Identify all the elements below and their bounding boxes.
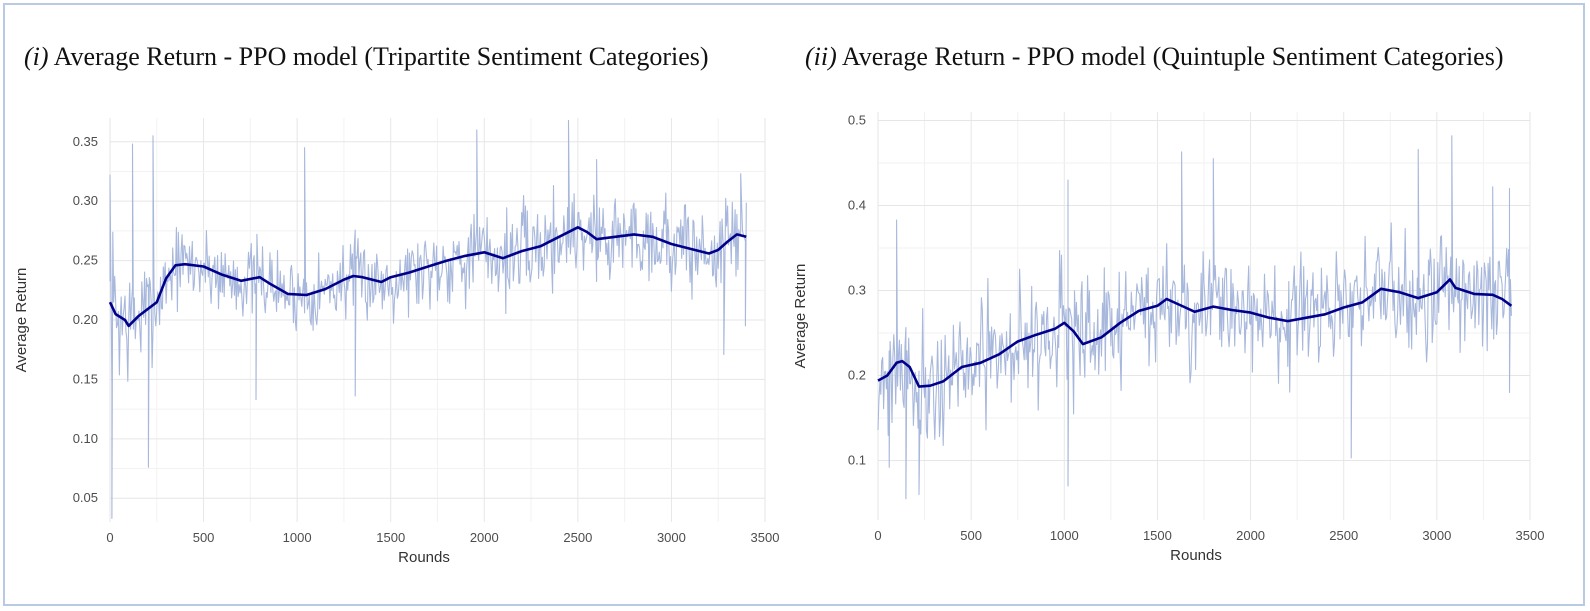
right-x-tick-label: 1000 — [1050, 528, 1079, 543]
right-series-moving-average — [877, 278, 1513, 388]
right-y-tick-label: 0.2 — [848, 368, 866, 383]
left-x-tick-label: 2000 — [470, 530, 499, 545]
left-y-tick-label: 0.10 — [73, 431, 98, 446]
left-x-tick-label: 1000 — [283, 530, 312, 545]
left-y-tick-label: 0.05 — [73, 490, 98, 505]
left-x-tick-label: 1500 — [376, 530, 405, 545]
right-x-tick-label: 2500 — [1329, 528, 1358, 543]
left-y-tick-label: 0.20 — [73, 312, 98, 327]
right-y-tick-label: 0.1 — [848, 453, 866, 468]
left-x-tick-label: 2500 — [563, 530, 592, 545]
right-x-tick-label: 3500 — [1516, 528, 1545, 543]
chart-title-right-text: Average Return - PPO model (Quintuple Se… — [841, 42, 1504, 71]
chart-title-left: (i) Average Return - PPO model (Triparti… — [24, 42, 709, 72]
right-x-axis-label: Rounds — [1170, 547, 1222, 564]
right-y-tick-label: 0.4 — [848, 198, 866, 213]
left-x-tick-label: 0 — [106, 530, 113, 545]
right-x-tick-label: 500 — [960, 528, 982, 543]
left-y-tick-label: 0.30 — [73, 193, 98, 208]
left-x-axis-label: Rounds — [398, 549, 450, 566]
left-x-tick-label: 500 — [193, 530, 215, 545]
left-y-axis-label: Average Return — [13, 268, 30, 373]
right-y-tick-label: 0.3 — [848, 283, 866, 298]
left-x-tick-label: 3500 — [751, 530, 780, 545]
right-x-tick-label: 0 — [874, 528, 881, 543]
right-x-tick-label: 3000 — [1422, 528, 1451, 543]
left-y-tick-label: 0.15 — [73, 371, 98, 386]
right-x-tick-label: 2000 — [1236, 528, 1265, 543]
left-x-tick-label: 3000 — [657, 530, 686, 545]
left-y-tick-label: 0.35 — [73, 134, 98, 149]
left-series-raw — [109, 119, 747, 519]
figure-frame — [3, 3, 1585, 606]
right-y-axis-label: Average Return — [792, 264, 809, 369]
right-series-raw — [877, 135, 1512, 500]
left-y-tick-label: 0.25 — [73, 253, 98, 268]
right-x-tick-label: 1500 — [1143, 528, 1172, 543]
chart-title-left-text: Average Return - PPO model (Tripartite S… — [53, 42, 709, 71]
right-y-tick-label: 0.5 — [848, 113, 866, 128]
chart-title-right-prefix: (ii) — [805, 42, 837, 71]
chart-title-right: (ii) Average Return - PPO model (Quintup… — [805, 42, 1504, 72]
left-series-moving-average — [108, 226, 747, 328]
chart-title-left-prefix: (i) — [24, 42, 49, 71]
